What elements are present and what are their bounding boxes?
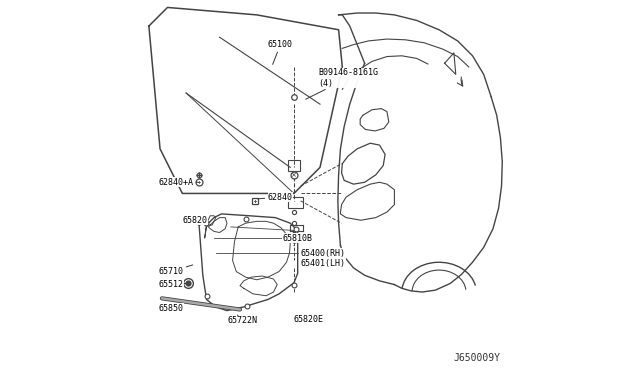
Text: 62840+A: 62840+A	[158, 178, 199, 187]
Text: 65820: 65820	[182, 216, 207, 225]
Text: 65810B: 65810B	[283, 234, 313, 246]
Text: 65400(RH)
65401(LH): 65400(RH) 65401(LH)	[301, 249, 346, 268]
Text: 65512: 65512	[158, 280, 186, 289]
Text: B09146-8161G
(4): B09146-8161G (4)	[306, 68, 378, 99]
Text: 65850: 65850	[158, 304, 183, 312]
Text: 62840: 62840	[258, 193, 293, 202]
Text: 65820E: 65820E	[294, 315, 324, 324]
Text: J650009Y: J650009Y	[453, 353, 500, 363]
Text: 65100: 65100	[268, 40, 293, 64]
Text: 65710: 65710	[158, 265, 193, 276]
Text: 65722N: 65722N	[227, 315, 257, 325]
